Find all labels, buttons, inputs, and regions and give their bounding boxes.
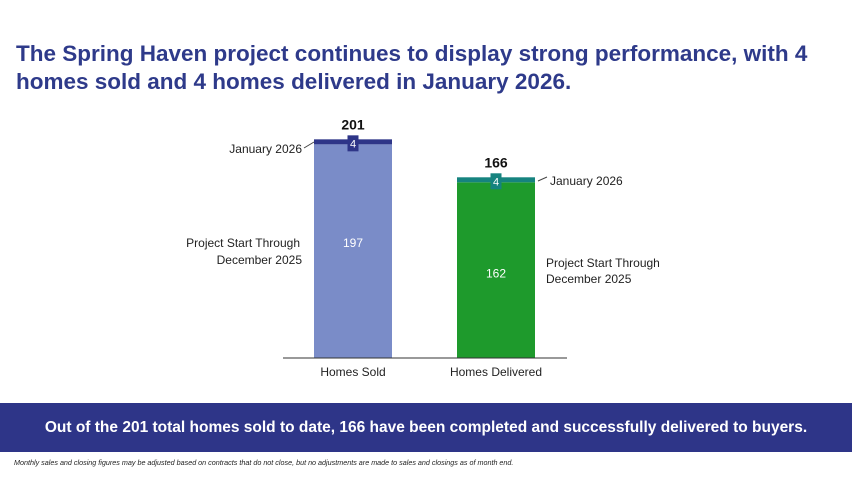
annotation-right-base-line2: December 2025: [546, 272, 632, 286]
bar-total-0: 201: [341, 116, 365, 132]
category-label-0: Homes Sold: [320, 365, 385, 379]
annotation-right-leader: [537, 176, 548, 182]
bar-base-value-1: 162: [486, 267, 506, 281]
bar-base-1: [457, 182, 535, 358]
bar-base-value-0: 197: [343, 236, 363, 250]
stacked-bar-chart: 197 4 201 Homes Sold 162 4 166 Homes Delivered J…: [186, 116, 660, 379]
category-label-1: Homes Delivered: [450, 365, 542, 379]
bar-total-1: 166: [484, 154, 508, 170]
annotation-right-month: January 2026: [550, 174, 623, 188]
bar-month-value-1: 4: [493, 176, 499, 188]
footnote: Monthly sales and closing figures may be…: [14, 458, 514, 467]
headline: The Spring Haven project continues to di…: [16, 41, 808, 94]
bar-base-0: [314, 144, 392, 358]
bar-month-badge-0: [347, 135, 359, 152]
summary-banner-text: Out of the 201 total homes sold to date,…: [44, 418, 808, 436]
annotation-left-base-line1: Project Start Through: [186, 236, 300, 250]
summary-banner: Out of the 201 total homes sold to date,…: [0, 403, 852, 452]
annotation-left-leader: [303, 141, 315, 149]
bar-month-badge-1: [490, 173, 502, 190]
bar-month-value-0: 4: [350, 138, 356, 150]
annotation-right-base-line1: Project Start Through: [546, 256, 660, 270]
annotation-left-month: January 2026: [229, 142, 302, 156]
annotation-left-base-line2: December 2025: [217, 253, 303, 267]
